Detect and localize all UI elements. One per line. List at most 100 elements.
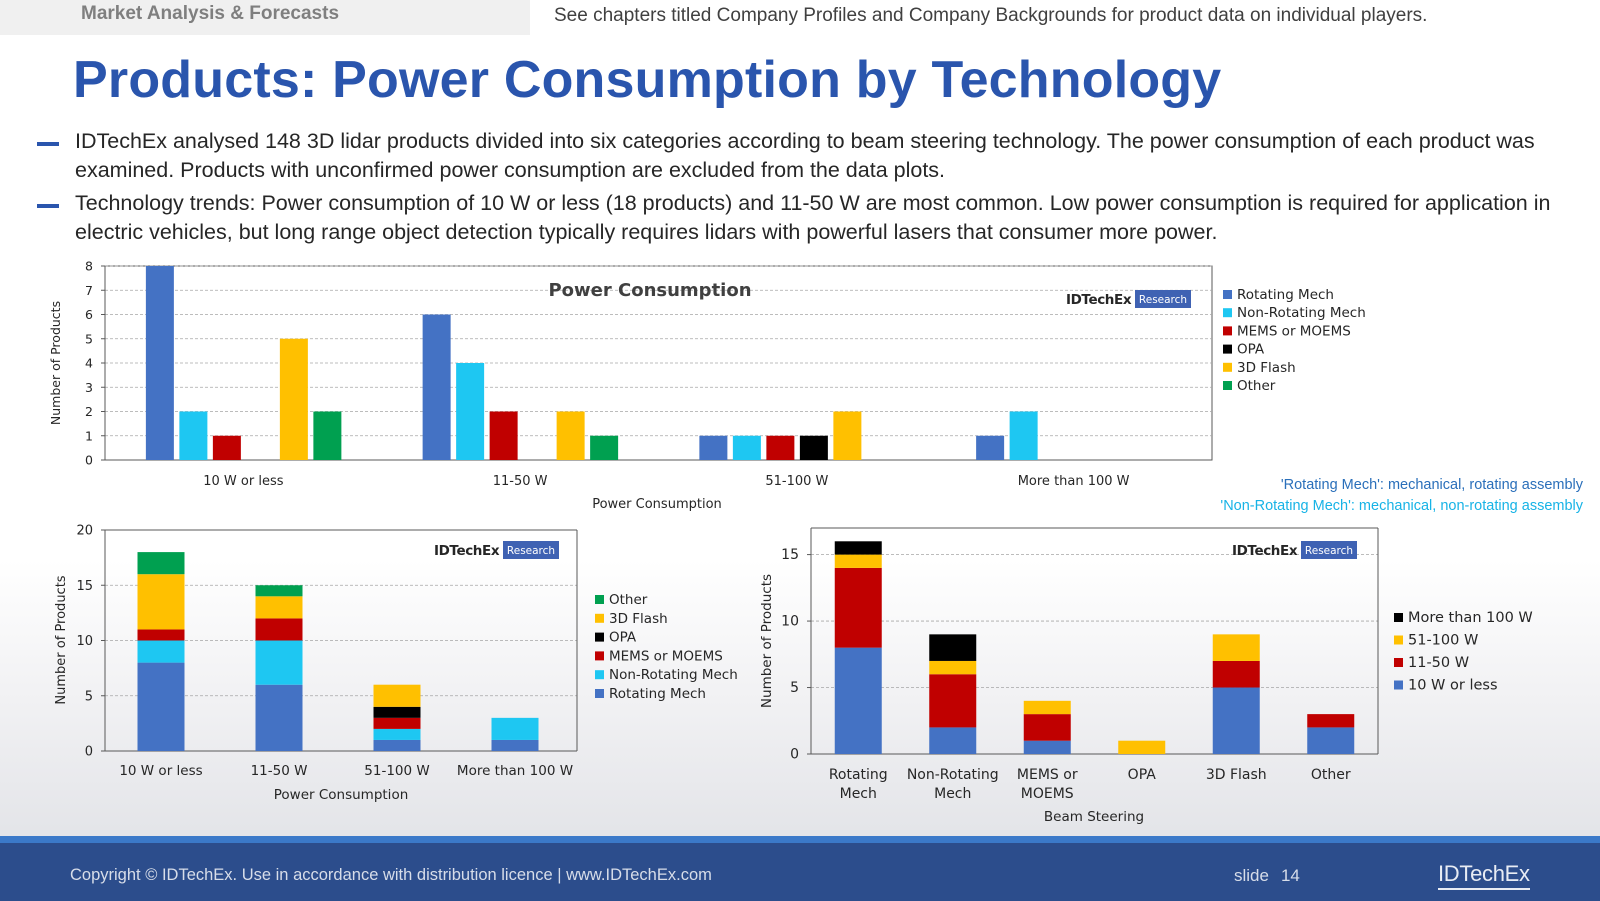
research-badge-label: Research xyxy=(1139,294,1187,306)
bullet-text: Technology trends: Power consumption of … xyxy=(75,191,1551,244)
research-badge xyxy=(503,541,559,559)
stack-segment-51-100-w xyxy=(1118,740,1166,754)
stack-segment-10-w-or-less xyxy=(1023,740,1071,754)
legend-swatch-more-than-100-w xyxy=(1394,613,1403,622)
x-tick-label: 11-50 W xyxy=(251,763,308,779)
bar-non-rotating-mech xyxy=(1009,411,1038,460)
y-tick-label: 20 xyxy=(76,524,93,539)
x-tick-label: MEMS or xyxy=(1017,767,1078,783)
legend-swatch-other xyxy=(1223,381,1232,390)
page-title: Products: Power Consumption by Technolog… xyxy=(73,51,1222,109)
x-tick-label: 51-100 W xyxy=(364,763,429,779)
legend-swatch-10-w-or-less xyxy=(1394,680,1403,690)
bar-rotating-mech xyxy=(976,435,1005,460)
bar-non-rotating-mech xyxy=(456,363,485,460)
bar-non-rotating-mech xyxy=(179,411,208,460)
legend-label-more-than-100-w: More than 100 W xyxy=(1408,610,1533,626)
slide-label: slide xyxy=(1234,866,1269,885)
footer-bar: Copyright © IDTechEx. Use in accordance … xyxy=(0,836,1600,901)
y-tick-label: 5 xyxy=(85,331,93,346)
y-tick-label: 5 xyxy=(85,689,93,704)
stack-segment-51-100-w xyxy=(929,660,977,675)
legend-label-3d-flash: 3D Flash xyxy=(1237,360,1296,376)
stack-segment-more-than-100-w xyxy=(929,634,977,661)
footer-stripe xyxy=(0,836,1600,843)
stack-segment-3d-flash xyxy=(255,596,303,619)
x-tick-label: MOEMS xyxy=(1021,786,1074,802)
legend-label-other: Other xyxy=(1237,378,1276,394)
x-tick-label: 10 W or less xyxy=(203,474,283,489)
slide-number-value: 14 xyxy=(1280,866,1300,885)
bar-rotating-mech xyxy=(699,435,728,460)
stack-segment-3d-flash xyxy=(137,574,185,630)
y-tick-label: 3 xyxy=(85,380,93,395)
chart-title: Power Consumption xyxy=(548,280,751,301)
y-tick-label: 1 xyxy=(85,428,93,443)
bullet-text: IDTechEx analysed 148 3D lidar products … xyxy=(75,129,1535,182)
y-axis-title: Number of Products xyxy=(54,575,69,704)
y-tick-label: 6 xyxy=(85,307,93,322)
bar-non-rotating-mech xyxy=(732,435,761,460)
idtechex-logo-text: IDTechEx xyxy=(1066,292,1132,308)
legend-swatch-mems-or-moems xyxy=(1223,326,1232,336)
x-tick-label: More than 100 W xyxy=(457,763,573,779)
legend-label-mems-or-moems: MEMS or MOEMS xyxy=(1237,323,1351,339)
y-tick-label: 10 xyxy=(76,634,93,649)
y-tick-label: 7 xyxy=(85,283,93,298)
legend-swatch-11-50-w xyxy=(1394,658,1403,667)
footer-copyright: Copyright © IDTechEx. Use in accordance … xyxy=(70,866,712,884)
stack-segment-mems-or-moems xyxy=(137,629,185,641)
stack-segment-rotating-mech xyxy=(137,662,185,751)
bar-opa xyxy=(799,435,828,460)
bar-rotating-mech xyxy=(422,314,451,460)
x-tick-label: Other xyxy=(1311,767,1351,783)
y-tick-label: 0 xyxy=(790,747,799,763)
legend-label-3d-flash: 3D Flash xyxy=(609,611,668,627)
stack-segment-11-50-w xyxy=(929,674,977,728)
x-axis-title: Beam Steering xyxy=(1044,809,1144,825)
y-tick-label: 15 xyxy=(781,547,799,563)
note-non-rotating-mech: 'Non-Rotating Mech': mechanical, non-rot… xyxy=(1220,498,1583,514)
research-badge-label: Research xyxy=(1305,545,1353,557)
bar-3d-flash xyxy=(556,411,585,460)
research-badge xyxy=(1301,541,1357,559)
legend-label-mems-or-moems: MEMS or MOEMS xyxy=(609,648,723,664)
bar-other xyxy=(590,435,619,460)
stack-segment-more-than-100-w xyxy=(834,541,882,555)
x-tick-label: 10 W or less xyxy=(119,763,202,779)
stack-segment-opa xyxy=(373,706,421,718)
header-note: See chapters titled Company Profiles and… xyxy=(554,5,1428,26)
y-tick-label: 5 xyxy=(790,680,799,696)
stack-segment-mems-or-moems xyxy=(255,618,303,641)
legend-swatch-other xyxy=(595,595,604,604)
legend-label-opa: OPA xyxy=(1237,342,1265,358)
idtechex-logo-text: IDTechEx xyxy=(434,543,500,559)
idtechex-logo-text: IDTechEx xyxy=(1232,543,1298,559)
legend-label-10-w-or-less: 10 W or less xyxy=(1408,678,1498,694)
stack-segment-11-50-w xyxy=(834,567,882,648)
bar-rotating-mech xyxy=(145,266,174,460)
legend-swatch-51-100-w xyxy=(1394,635,1403,645)
y-axis-title: Number of Products xyxy=(48,301,63,425)
stack-segment-11-50-w xyxy=(1307,714,1355,728)
stack-segment-10-w-or-less xyxy=(929,727,977,754)
section-label: Market Analysis & Forecasts xyxy=(81,3,340,24)
y-tick-label: 15 xyxy=(76,579,93,594)
legend-label-11-50-w: 11-50 W xyxy=(1408,655,1469,671)
definitions-notes: 'Rotating Mech': mechanical, rotating as… xyxy=(1220,475,1583,517)
stack-segment-non-rotating-mech xyxy=(255,640,303,685)
stack-segment-non-rotating-mech xyxy=(373,728,421,740)
bar-3d-flash xyxy=(279,338,308,460)
stack-segment-10-w-or-less xyxy=(1307,727,1355,754)
legend-label-rotating-mech: Rotating Mech xyxy=(609,686,706,702)
stack-segment-10-w-or-less xyxy=(1212,687,1260,754)
y-tick-label: 0 xyxy=(85,453,93,468)
note-rotating-mech: 'Rotating Mech': mechanical, rotating as… xyxy=(1280,477,1583,493)
legend-swatch-non-rotating-mech xyxy=(595,670,604,680)
y-tick-label: 2 xyxy=(85,404,93,419)
stack-segment-11-50-w xyxy=(1023,714,1071,741)
x-tick-label: 51-100 W xyxy=(765,474,828,489)
x-axis-title: Power Consumption xyxy=(592,497,722,512)
research-badge xyxy=(1135,290,1191,308)
